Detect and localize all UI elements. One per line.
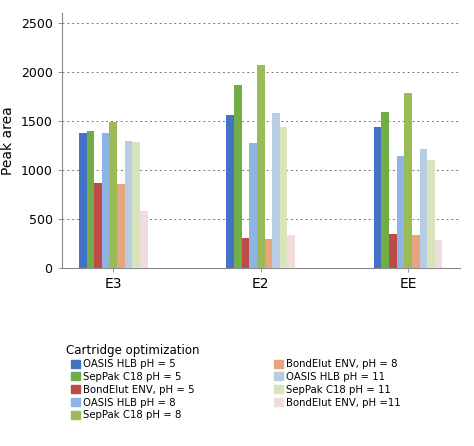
Bar [404,93,412,268]
Bar [79,132,87,268]
Bar [94,182,102,268]
Bar [227,115,234,268]
Bar [272,113,280,268]
Bar [125,141,132,268]
Bar [280,127,287,268]
Bar [249,144,257,268]
Bar [435,240,442,268]
Bar [412,235,419,268]
Bar [427,160,435,268]
Bar [374,127,382,268]
Bar [102,132,109,268]
Bar [397,156,404,268]
Bar [242,238,249,268]
Bar [382,112,389,268]
Bar [234,85,242,268]
Legend: BondElut ENV, pH = 8, OASIS HLB pH = 11, SepPak C18 pH = 11, BondElut ENV, pH =1: BondElut ENV, pH = 8, OASIS HLB pH = 11,… [273,359,401,408]
Bar [419,149,427,268]
Y-axis label: Peak area: Peak area [1,106,15,175]
Bar [109,122,117,268]
Bar [132,142,140,268]
Text: Cartridge optimization: Cartridge optimization [65,344,199,357]
Bar [257,65,264,268]
Bar [389,234,397,268]
Bar [87,131,94,268]
Bar [287,235,295,268]
Bar [264,239,272,268]
Bar [117,185,125,268]
Bar [140,211,147,268]
